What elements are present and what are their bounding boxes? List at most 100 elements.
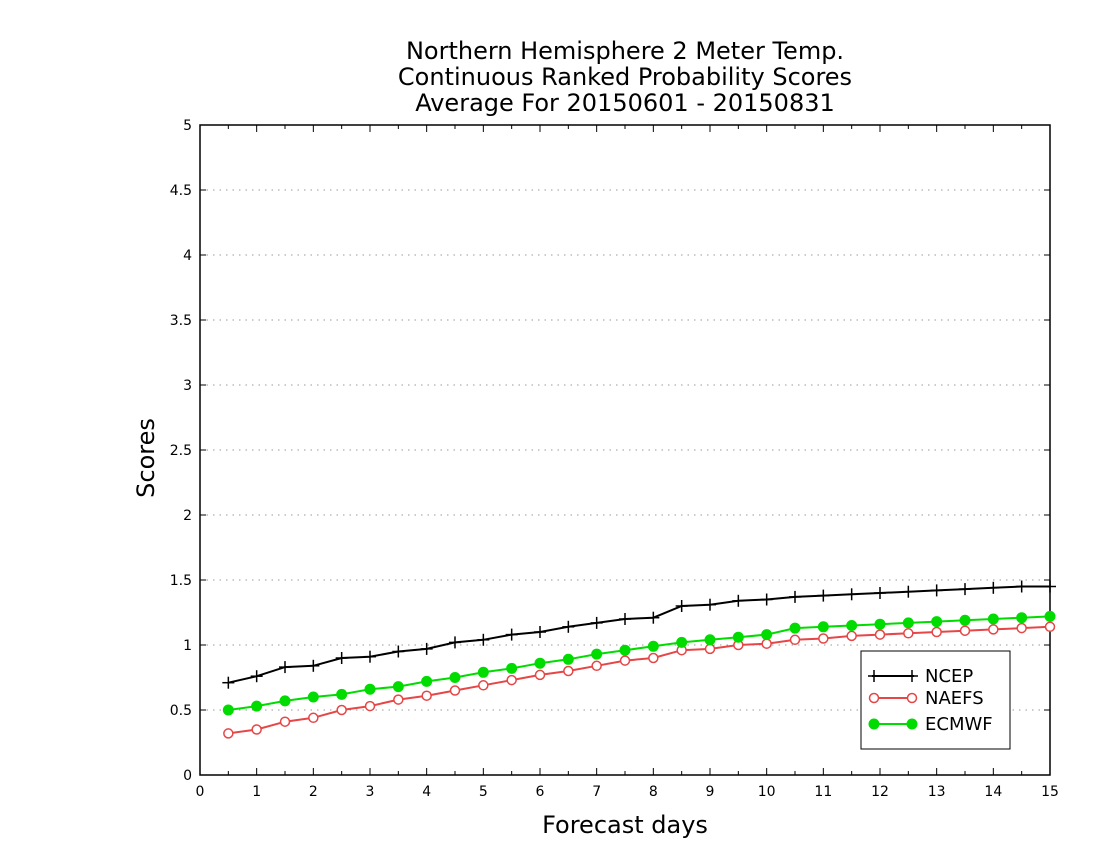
point-ncep-14 <box>619 613 631 625</box>
y-axis-label: Scores <box>132 418 160 498</box>
point-ncep-1 <box>250 670 263 683</box>
point-ncep-9 <box>477 633 490 646</box>
legend-item-ecmwf: ECMWF <box>868 714 993 735</box>
point-naefs-11 <box>534 669 546 681</box>
point-ncep-10 <box>505 628 518 641</box>
point-ncep-16 <box>675 600 688 612</box>
legend-box <box>860 650 1011 750</box>
point-ncep-6 <box>392 645 405 658</box>
y-tick-label-0: 0 <box>183 768 192 784</box>
point-naefs-22 <box>846 630 857 642</box>
x-tick-label-13: 13 <box>928 784 946 800</box>
point-naefs-5 <box>364 700 376 712</box>
legend-marker-right-ncep <box>906 670 918 682</box>
y-axis-ticks: 0 0.5 1 1.5 2 2.5 3 3.5 4 4.5 5 <box>170 118 1050 784</box>
x-tick-label-0: 0 <box>196 784 205 800</box>
point-naefs-2 <box>279 716 291 727</box>
data-series <box>222 580 1056 739</box>
point-ecmwf-19 <box>761 629 773 641</box>
point-ecmwf-7 <box>421 675 433 687</box>
point-ecmwf-3 <box>307 691 319 703</box>
y-tick-label-7: 3.5 <box>170 313 192 329</box>
point-ncep-8 <box>449 636 461 649</box>
point-naefs-21 <box>818 633 829 644</box>
point-ecmwf-4 <box>336 688 348 700</box>
x-tick-label-8: 8 <box>649 784 658 800</box>
point-ncep-25 <box>930 584 943 597</box>
x-tick-label-1: 1 <box>252 784 261 800</box>
point-ncep-7 <box>420 642 433 655</box>
point-ecmwf-28 <box>1016 612 1028 624</box>
point-naefs-20 <box>789 634 801 646</box>
point-naefs-10 <box>506 674 517 686</box>
legend-label-naefs: NAEFS <box>925 688 984 709</box>
point-ecmwf-22 <box>846 620 858 631</box>
point-ncep-21 <box>817 589 830 602</box>
title-line-1: Northern Hemisphere 2 Meter Temp. <box>406 37 844 65</box>
legend-marker-right-naefs <box>906 692 918 704</box>
point-ecmwf-6 <box>392 681 404 693</box>
point-naefs-17 <box>704 643 716 655</box>
point-ncep-27 <box>987 581 1000 594</box>
point-ncep-15 <box>647 611 660 624</box>
y-tick-label-3: 1.5 <box>170 573 192 589</box>
point-naefs-29 <box>1044 621 1056 633</box>
x-tick-label-12: 12 <box>871 784 889 800</box>
point-ncep-19 <box>760 593 773 606</box>
x-tick-label-7: 7 <box>592 784 601 800</box>
point-ncep-4 <box>335 652 348 664</box>
y-tick-label-4: 2 <box>183 508 192 524</box>
point-naefs-13 <box>591 660 602 672</box>
point-ncep-12 <box>562 620 575 633</box>
y-tick-label-1: 0.5 <box>170 703 192 719</box>
point-ecmwf-5 <box>364 683 376 695</box>
title-line-3: Average For 20150601 - 20150831 <box>415 89 835 117</box>
legend-item-naefs: NAEFS <box>868 688 984 709</box>
point-ecmwf-10 <box>506 662 518 674</box>
point-naefs-0 <box>223 728 234 739</box>
point-ecmwf-13 <box>591 648 603 660</box>
point-ncep-22 <box>845 588 858 601</box>
x-tick-label-6: 6 <box>536 784 545 800</box>
point-ecmwf-12 <box>562 653 574 665</box>
point-ncep-23 <box>874 587 886 599</box>
legend-marker-right-ecmwf <box>906 718 918 730</box>
point-ncep-0 <box>222 676 235 689</box>
legend-label-ecmwf: ECMWF <box>925 714 993 735</box>
point-naefs-6 <box>393 694 404 705</box>
y-tick-label-10: 5 <box>183 118 192 134</box>
point-ncep-29 <box>1044 580 1056 593</box>
point-ecmwf-16 <box>676 636 688 648</box>
point-ecmwf-15 <box>647 640 659 652</box>
point-naefs-8 <box>449 685 461 696</box>
point-ncep-24 <box>902 585 915 598</box>
series-naefs <box>223 621 1056 739</box>
point-naefs-26 <box>959 625 971 636</box>
point-ncep-26 <box>959 583 971 596</box>
title-line-2: Continuous Ranked Probability Scores <box>398 63 852 91</box>
point-naefs-7 <box>421 690 432 701</box>
x-tick-label-3: 3 <box>366 784 375 800</box>
point-ecmwf-9 <box>477 666 489 678</box>
point-ecmwf-21 <box>817 621 829 633</box>
point-ecmwf-24 <box>902 617 914 629</box>
y-tick-label-2: 1 <box>183 638 192 654</box>
point-ecmwf-14 <box>619 644 631 656</box>
x-tick-label-14: 14 <box>984 784 1002 800</box>
point-naefs-23 <box>874 629 886 640</box>
point-ncep-5 <box>364 650 376 663</box>
plot-frame <box>199 124 1051 776</box>
point-ecmwf-1 <box>251 700 263 712</box>
point-ecmwf-2 <box>279 695 291 707</box>
point-ncep-18 <box>732 594 745 607</box>
legend-item-ncep: NCEP <box>868 666 973 687</box>
point-naefs-19 <box>761 638 772 649</box>
point-ncep-20 <box>789 590 801 603</box>
legend-label-ncep: NCEP <box>925 666 973 687</box>
point-ecmwf-18 <box>732 631 744 643</box>
y-tick-label-8: 4 <box>183 248 192 264</box>
point-ecmwf-27 <box>987 613 999 625</box>
point-ecmwf-8 <box>449 672 461 683</box>
point-naefs-1 <box>251 724 262 735</box>
